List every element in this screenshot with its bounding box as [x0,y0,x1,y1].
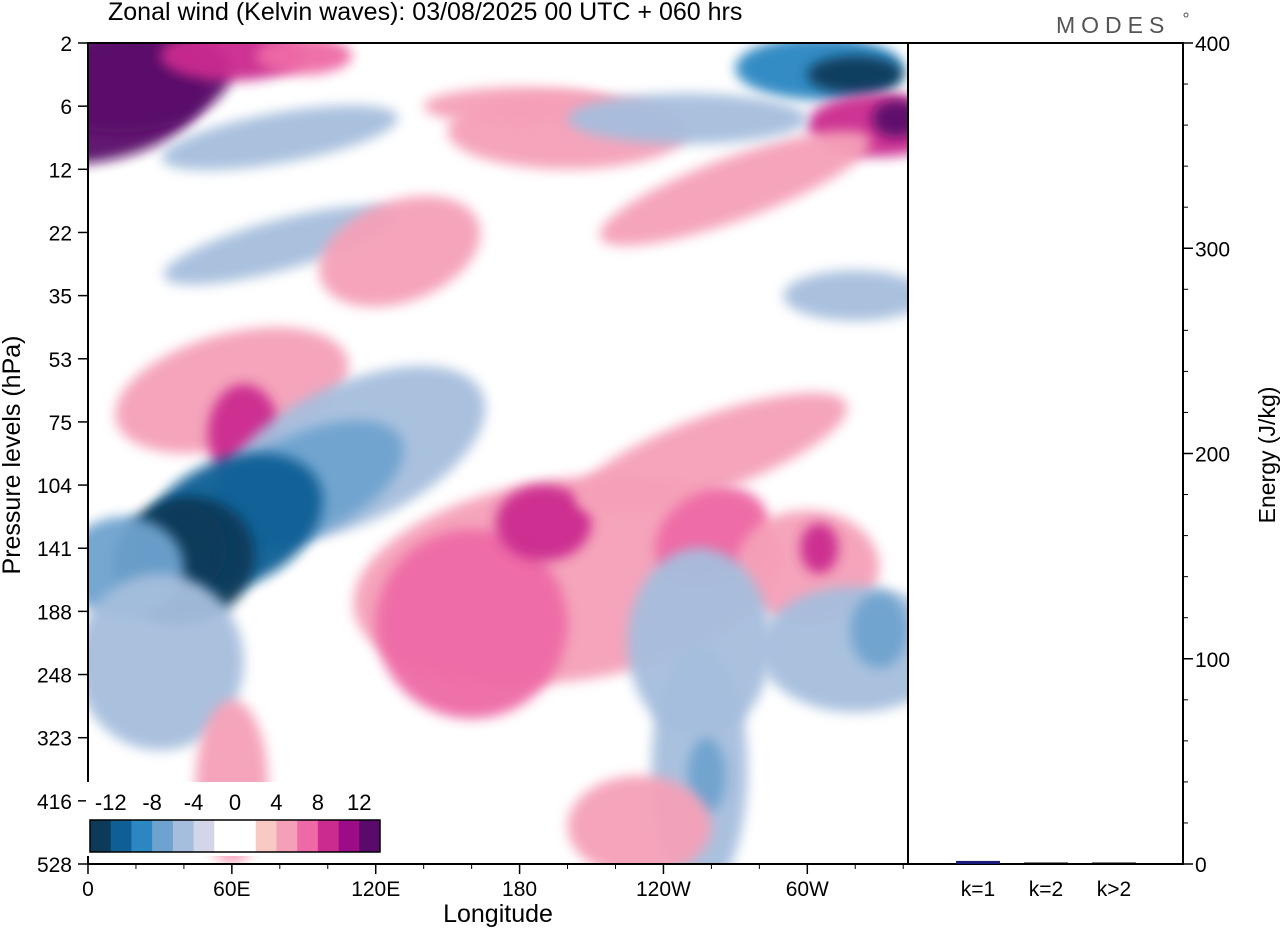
colorbar-swatch [255,820,277,852]
colorbar-swatch [152,820,174,852]
chart-title: Zonal wind (Kelvin waves): 03/08/2025 00… [108,0,742,26]
colorbar-label: 4 [270,790,282,815]
colorbar-label: 0 [229,790,241,815]
energy-bar-label: k=2 [1029,878,1063,901]
colorbar-label: -12 [95,790,127,815]
y-tick-label: 35 [49,286,72,309]
colorbar-label: 8 [312,790,324,815]
wind-anomaly-region [807,55,904,94]
colorbar-swatch [317,820,340,852]
energy-bar [1092,862,1136,864]
colorbar-legend: -12 -8 -4 0 4 8 12 [86,782,384,856]
colorbar-swatch [297,820,319,852]
wind-anomaly-region [163,205,396,285]
x-tick-label: 120E [351,878,400,901]
colorbar-swatch [276,820,298,852]
energy-bar-label: k>2 [1097,878,1131,901]
wind-anomaly-region [687,737,726,814]
energy-tick-label: 200 [1195,444,1230,467]
y-tick-label: 141 [37,538,72,561]
colorbar-label: 12 [347,790,371,815]
energy-panel-frame [907,42,1184,865]
energy-tick-label: 300 [1195,238,1230,261]
wind-anomaly-region [800,522,839,574]
x-axis: 0 60E 120E 180 120W 60W [82,864,904,901]
y-tick-label: 104 [37,475,72,498]
x-tick-label: 0 [82,878,94,901]
wind-anomaly-region [575,392,848,515]
colorbar-swatch [193,820,215,852]
colorbar-label: -8 [142,790,162,815]
energy-axis: 0 100 200 300 400 [1183,33,1230,877]
energy-tick-label: 400 [1195,33,1230,56]
wind-anomaly-region [599,130,871,246]
energy-bar [956,860,1000,864]
wind-anomaly-region [255,43,352,75]
wind-anomaly-region [495,485,592,561]
energy-axis-label: Energy (J/kg) [1254,387,1280,524]
colorbar-label: -4 [184,790,204,815]
colorbar-swatch [110,820,132,852]
wind-anomaly-region [567,775,712,864]
y-tick-label: 248 [37,665,72,688]
brand-logo: MODES [1056,12,1170,38]
wind-anomaly-region [318,195,481,307]
energy-bar-label: k=1 [961,878,995,901]
wind-anomaly-region [375,529,568,719]
x-tick-label: 120W [636,878,691,901]
y-tick-label: 323 [37,728,72,751]
energy-bars: k=1 k=2 k>2 [956,860,1136,901]
x-tick-label: 180 [502,878,537,901]
heatmap-regions [88,43,908,864]
y-tick-label: 416 [37,791,72,814]
y-tick-label: 22 [49,222,72,245]
y-tick-label: 12 [49,159,72,182]
colorbar-swatch [172,820,195,852]
colorbar-swatch [359,820,381,852]
wind-anomaly-region [423,87,616,126]
colorbar-swatch [90,820,112,852]
wind-anomaly-region [567,93,808,145]
x-tick-label: 60W [786,878,829,901]
wind-anomaly-region [783,270,908,321]
colorbar-swatch [131,820,153,852]
brand-mark [1183,12,1189,18]
x-axis-label: Longitude [443,900,553,928]
wind-anomaly-region [872,99,908,138]
y-tick-label: 53 [49,349,72,372]
y-axis-label: Pressure levels (hPa) [0,336,26,575]
colorbar-swatch [338,820,360,852]
y-axis: 2 6 12 22 35 53 75 104 141 188 248 323 416 528 [37,33,88,877]
energy-tick-label: 100 [1195,649,1230,672]
colorbar-swatch [214,820,236,852]
y-tick-label: 188 [37,601,72,624]
colorbar-swatch [235,820,257,852]
x-tick-label: 60E [213,878,250,901]
y-tick-label: 528 [37,854,72,877]
y-tick-label: 2 [60,33,72,56]
wind-anomaly-region [161,105,398,171]
y-tick-label: 75 [49,412,72,435]
colorbar-frame [89,819,381,853]
energy-bar [1024,862,1068,864]
wind-anomaly-region [850,592,908,669]
wind-anomaly-region [88,573,244,751]
energy-tick-label: 0 [1195,854,1207,877]
y-tick-label: 6 [60,96,72,119]
